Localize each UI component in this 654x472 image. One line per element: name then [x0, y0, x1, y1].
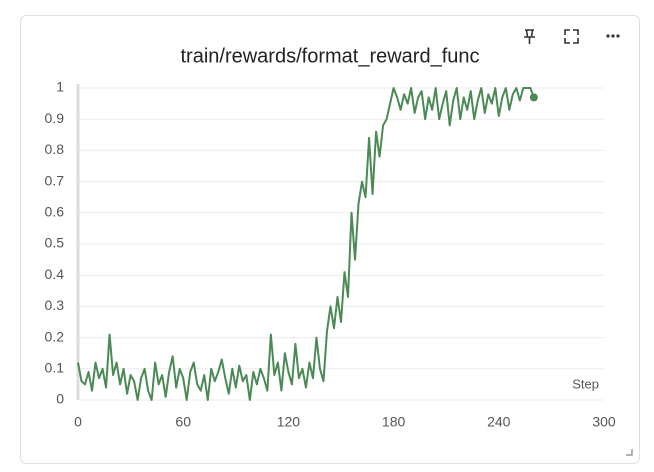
chart-title: train/rewards/format_reward_func	[180, 45, 479, 67]
x-tick-label: 240	[487, 414, 511, 430]
x-tick-label: 180	[382, 414, 406, 430]
panel	[20, 15, 640, 464]
y-tick-label: 1	[56, 79, 64, 95]
y-tick-label: 0.4	[45, 266, 65, 282]
y-tick-label: 0.3	[45, 297, 65, 313]
x-tick-label: 300	[592, 414, 616, 430]
fullscreen-button[interactable]	[564, 29, 579, 44]
y-tick-label: 0.5	[45, 235, 65, 251]
y-tick-label: 0.8	[45, 141, 65, 157]
y-tick-label: 0.1	[45, 360, 65, 376]
resize-handle[interactable]	[626, 449, 633, 456]
x-tick-label: 120	[277, 414, 301, 430]
pin-button[interactable]	[524, 29, 535, 44]
y-tick-label: 0.7	[45, 172, 65, 188]
more-button[interactable]	[606, 34, 620, 38]
y-tick-label: 0.2	[45, 328, 65, 344]
x-axis-label: Step	[572, 376, 599, 391]
x-tick-label: 0	[74, 414, 82, 430]
toolbar	[524, 29, 620, 44]
y-tick-label: 0.6	[45, 204, 65, 220]
data-line	[77, 87, 535, 401]
y-tick-label: 0	[56, 391, 64, 407]
end-point	[529, 93, 538, 102]
x-tick-label: 60	[175, 414, 191, 430]
y-tick-label: 0.9	[45, 110, 65, 126]
